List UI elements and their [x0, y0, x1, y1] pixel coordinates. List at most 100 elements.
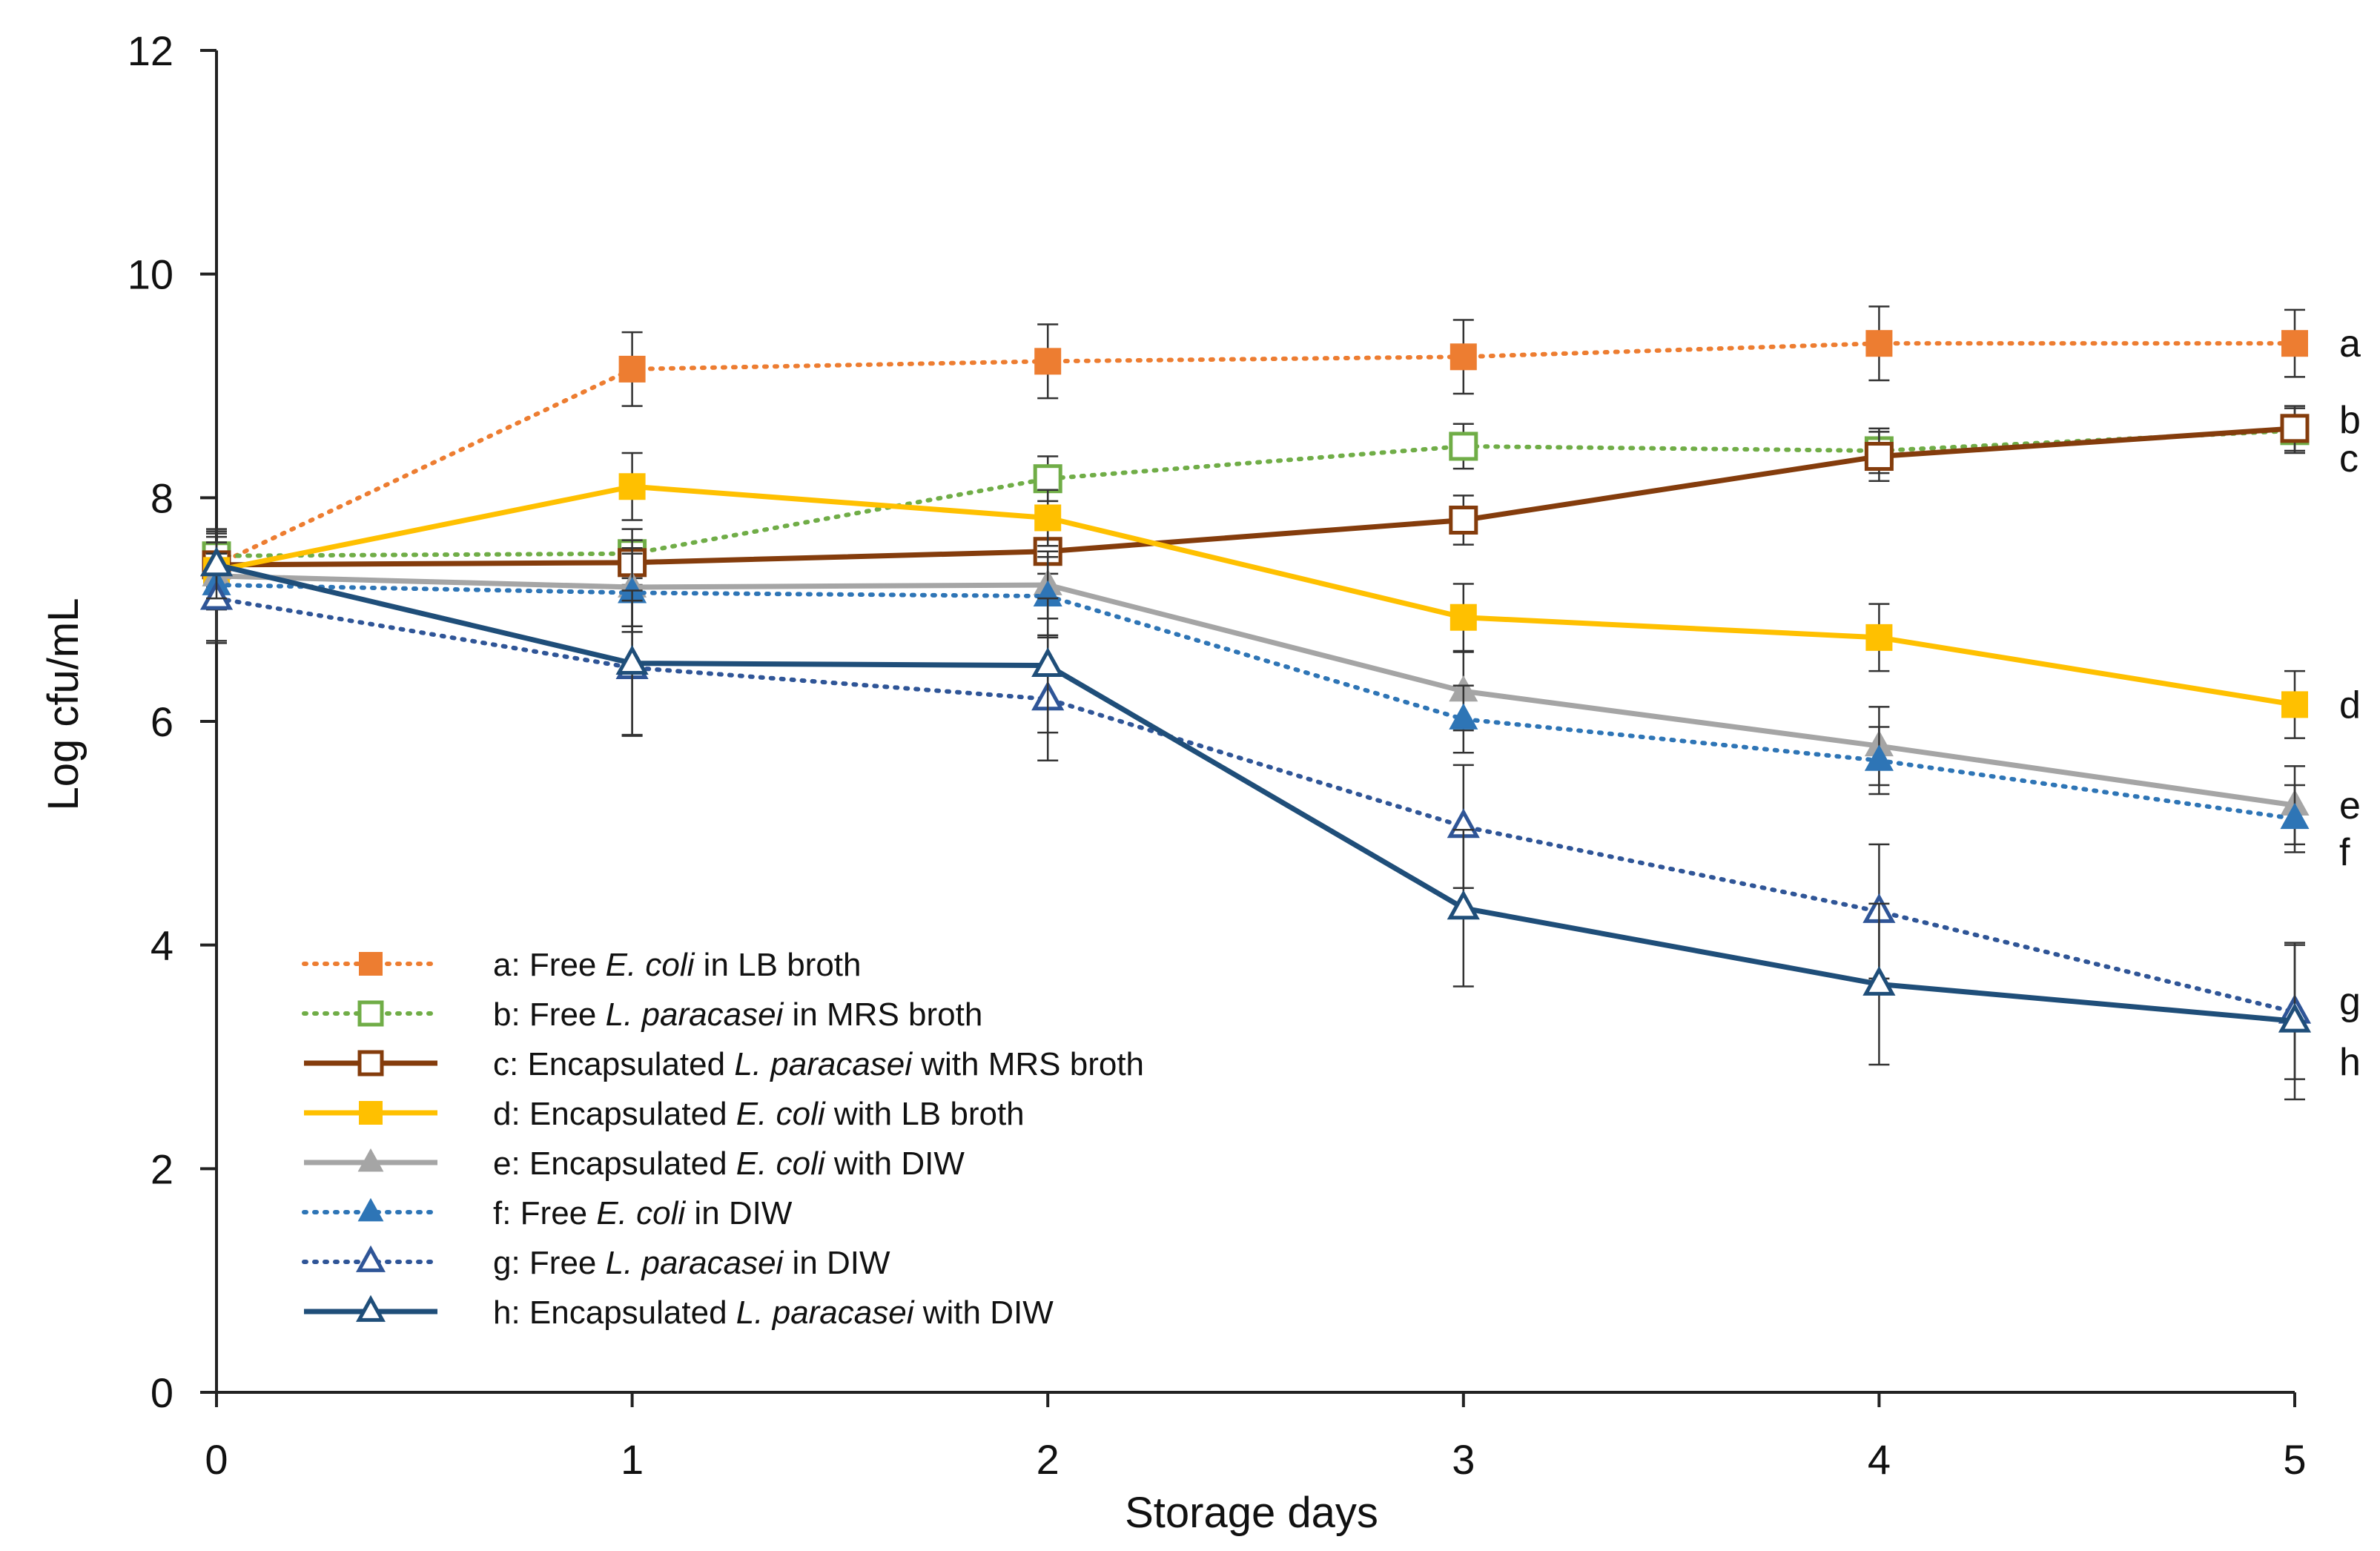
data-point-c — [1864, 442, 1894, 472]
legend-text-e: e: Encapsulated E. coli with DIW — [493, 1145, 965, 1182]
data-point-b — [1449, 431, 1478, 461]
legend-marker-g — [356, 1245, 386, 1272]
data-point-h — [2278, 1002, 2312, 1033]
legend-suffix: in MRS broth — [783, 996, 982, 1033]
legend-text-d: d: Encapsulated E. coli with LB broth — [493, 1096, 1025, 1132]
end-label-f: f — [2339, 831, 2350, 874]
legend-prefix: f: Free — [493, 1195, 596, 1231]
legend-organism: L. paracasei — [736, 1294, 915, 1331]
legend-marker-f — [357, 1197, 384, 1222]
series-d: d — [203, 452, 2361, 739]
legend-box — [293, 923, 1275, 1360]
y-tick-label: 12 — [128, 27, 173, 74]
legend-marker-e — [357, 1148, 384, 1172]
x-tick-label: 3 — [1452, 1436, 1475, 1483]
legend-prefix: a: Free — [493, 947, 606, 983]
legend-organism: E. coli — [606, 947, 695, 983]
data-point-h — [1447, 890, 1480, 920]
series-line-e — [216, 573, 2295, 808]
data-point-h — [1031, 647, 1065, 678]
legend-item-h: h: Encapsulated L. paracasei with DIW — [304, 1294, 1054, 1331]
legend-item-e: e: Encapsulated E. coli with DIW — [304, 1145, 965, 1182]
legend-suffix: in DIW — [685, 1195, 793, 1231]
legend-text-f: f: Free E. coli in DIW — [493, 1195, 793, 1231]
legend-organism: E. coli — [736, 1145, 826, 1182]
data-point-c — [1449, 506, 1478, 535]
legend-suffix: with LB broth — [825, 1096, 1025, 1132]
data-point-d — [1034, 504, 1062, 532]
legend-text-b: b: Free L. paracasei in MRS broth — [493, 996, 982, 1033]
legend-item-c: c: Encapsulated L. paracasei with MRS br… — [304, 1046, 1144, 1082]
legend-suffix: with MRS broth — [912, 1046, 1144, 1082]
x-axis-title: Storage days — [1125, 1489, 1378, 1537]
legend-organism: L. paracasei — [734, 1046, 913, 1082]
legend-prefix: b: Free — [493, 996, 606, 1033]
data-point-a — [1865, 330, 1893, 357]
data-point-b — [1033, 464, 1062, 494]
series-c: c — [202, 405, 2358, 589]
legend-item-a: a: Free E. coli in LB broth — [302, 947, 861, 983]
legend-organism: E. coli — [596, 1195, 686, 1231]
legend-item-b: b: Free L. paracasei in MRS broth — [302, 996, 982, 1033]
data-point-d — [2281, 691, 2308, 718]
end-label-d: d — [2339, 684, 2361, 727]
data-point-d — [1865, 624, 1893, 651]
x-tick-label: 4 — [1868, 1436, 1891, 1483]
series-h: h — [199, 530, 2361, 1101]
data-point-a — [618, 355, 646, 383]
legend-item-d: d: Encapsulated E. coli with LB broth — [304, 1096, 1025, 1132]
data-point-f — [2280, 802, 2310, 830]
data-point-h — [199, 546, 234, 577]
end-label-e: e — [2339, 784, 2361, 827]
legend-organism: L. paracasei — [606, 996, 784, 1033]
legend-marker-h — [356, 1294, 386, 1322]
series-f: f — [202, 528, 2350, 874]
legend: a: Free E. coli in LB broth b: Free L. pa… — [293, 923, 1275, 1360]
series-line-h — [216, 562, 2295, 1024]
data-point-a — [1034, 348, 1062, 375]
series-e: e — [202, 541, 2361, 846]
legend-prefix: d: Encapsulated — [493, 1096, 736, 1132]
series-line-f — [214, 582, 2297, 821]
y-axis-title: Log cfu/mL — [39, 598, 87, 811]
legend-item-g: g: Free L. paracasei in DIW — [302, 1245, 890, 1281]
x-tick-label: 0 — [205, 1436, 228, 1483]
legend-organism: L. paracasei — [606, 1245, 784, 1281]
data-point-d — [618, 473, 646, 500]
data-point-a — [2281, 330, 2308, 357]
data-point-a — [1450, 343, 1477, 371]
end-label-a: a — [2339, 323, 2361, 366]
y-tick-label: 2 — [151, 1145, 173, 1192]
end-label-c: c — [2339, 437, 2358, 480]
legend-item-f: f: Free E. coli in DIW — [302, 1195, 793, 1231]
legend-text-c: c: Encapsulated L. paracasei with MRS br… — [493, 1046, 1144, 1082]
legend-marker-c — [357, 1050, 384, 1077]
x-tick-label: 1 — [621, 1436, 644, 1483]
data-point-c — [2280, 414, 2310, 443]
legend-suffix: with DIW — [825, 1145, 965, 1182]
data-point-h — [1862, 965, 1896, 996]
series-b: b — [202, 399, 2361, 580]
legend-prefix: e: Encapsulated — [493, 1145, 736, 1182]
legend-marker-d — [359, 1101, 383, 1125]
legend-suffix: in LB broth — [694, 947, 861, 983]
series-line-g — [214, 596, 2297, 1015]
legend-prefix: h: Encapsulated — [493, 1294, 736, 1331]
legend-prefix: g: Free — [493, 1245, 606, 1281]
series-line-a — [214, 341, 2297, 567]
legend-prefix: c: Encapsulated — [493, 1046, 734, 1082]
x-tick-label: 5 — [2283, 1436, 2306, 1483]
legend-suffix: in DIW — [783, 1245, 890, 1281]
y-tick-label: 4 — [151, 922, 173, 969]
legend-text-g: g: Free L. paracasei in DIW — [493, 1245, 890, 1281]
end-label-b: b — [2339, 399, 2361, 442]
y-tick-label: 6 — [151, 698, 173, 745]
end-label-g: g — [2339, 980, 2361, 1023]
legend-text-a: a: Free E. coli in LB broth — [493, 947, 861, 983]
legend-text-h: h: Encapsulated L. paracasei with DIW — [493, 1294, 1054, 1331]
series-line-b — [214, 428, 2297, 558]
legend-organism: E. coli — [736, 1096, 826, 1132]
series-layer: abc d ef gh — [199, 305, 2361, 1101]
legend-marker-b — [357, 1000, 384, 1027]
